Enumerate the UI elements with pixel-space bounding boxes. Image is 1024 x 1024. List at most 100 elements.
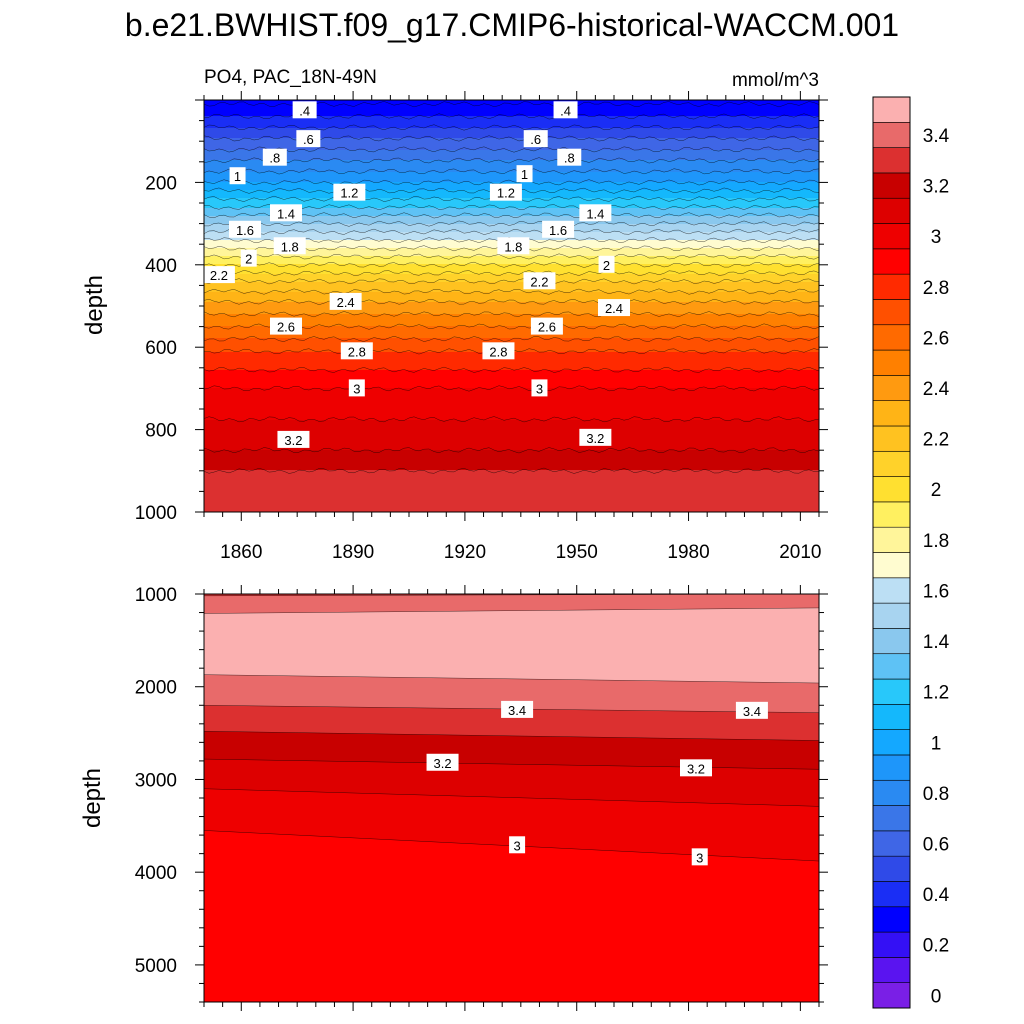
colorbar-swatch [872,931,911,958]
contour-label-box [531,379,548,397]
contour-band [204,210,819,213]
contour-band [204,448,819,451]
contour-label: 3 [509,836,526,854]
contour-band [204,180,819,183]
y-tick-label: 3000 [135,770,177,791]
contour-label: .8 [262,148,287,166]
colorbar-swatch [872,602,911,629]
contour-label: 3 [691,848,708,866]
contour-label-text: 2.6 [538,320,556,335]
contour-label: 3.4 [501,700,534,718]
contour-label-text: 2 [603,258,610,273]
contour-label-text: 3.2 [284,433,302,448]
contour-line [203,607,820,614]
contour-band [204,164,819,167]
contour-band [204,472,819,475]
contour-line [204,385,819,392]
contour-label-box [557,148,582,166]
colorbar-swatch [872,273,911,300]
y-tick-label: 600 [145,338,177,359]
contour-band [204,112,819,115]
contour-band [204,106,819,109]
contour-label: .6 [523,130,548,148]
contour-band [204,306,819,309]
colorbar-label: 0 [931,986,942,1007]
contour-band [204,384,819,387]
contour-label: 2.6 [270,317,302,335]
contour-band [204,594,819,684]
contour-band [204,322,819,325]
contour-band [204,442,819,445]
contour-label: 1 [229,167,246,185]
contour-label-text: .4 [299,103,310,118]
colorbar-swatch [872,501,911,528]
contour-band [204,110,819,113]
contour-band [204,308,819,311]
contour-label-box [270,317,302,335]
contour-band [204,382,819,385]
contour-label: 2.4 [329,292,362,310]
contour-band [204,174,819,177]
variable-label: PO4, PAC_18N-49N [204,67,377,88]
contour-band [204,144,819,147]
contour-line [203,788,820,807]
contour-band [204,488,819,491]
contour-band [204,270,819,273]
contour-line [203,674,820,684]
contour-label-text: 3 [353,381,360,396]
contour-band [204,296,819,299]
contour-label-text: 3.2 [434,756,452,771]
contour-band [204,420,819,423]
contour-band [204,430,819,433]
contour-label-box [579,428,612,446]
contour-band [204,136,819,139]
contour-label: 1.4 [270,204,302,222]
y-tick-label: 800 [145,421,177,442]
contour-label-text: .8 [564,151,575,166]
contour-band [204,130,819,133]
contour-band [204,410,819,413]
contour-line [204,261,819,268]
contour-band [204,256,819,259]
chart-title: b.e21.BWHIST.f09_g17.CMIP6-historical-WA… [125,7,899,43]
contour-line [204,124,819,131]
contour-band [204,124,819,127]
contour-band [204,370,819,373]
contour-label: 2 [598,255,615,273]
contour-band [204,482,819,485]
contour-band [204,226,819,229]
contour-band [204,206,819,209]
contour-label-text: 3.4 [508,703,526,718]
contour-band [204,422,819,425]
contour-band [204,140,819,143]
contour-band [204,510,819,512]
contour-label: 2.4 [598,299,630,317]
contour-band [204,284,819,287]
contour-label: 1.6 [542,220,575,238]
contour-label-box [229,220,261,238]
contour-band [204,380,819,383]
colorbar-frame [872,96,911,1009]
colorbar-swatch [872,805,911,832]
contour-band [204,326,819,329]
colorbar-swatch [872,349,911,376]
colorbar: 0 0.2 0.4 0.6 0.8 1 1.2 1.4 1.6 1.8 2 2.2 2.4 2.6 2.8 3… [872,96,950,1009]
contour-band [204,286,819,289]
contour-band [204,278,819,281]
contour-band [204,462,819,465]
contour-band [204,234,819,237]
contour-line [204,157,819,164]
contour-band [204,310,819,313]
colorbar-swatch [872,754,911,781]
colorbar-swatch [872,172,911,199]
contour-band [204,446,819,449]
colorbar-label: 3 [931,227,942,248]
contour-label-text: 2.4 [605,301,623,316]
contour-band [204,428,819,431]
contour-label-box [292,101,317,119]
colorbar-swatch [872,628,911,655]
contour-label-box [277,430,310,448]
contour-label-text: 2.6 [277,320,295,335]
contour-label: 2.8 [340,342,373,360]
contour-label-box [296,130,321,148]
